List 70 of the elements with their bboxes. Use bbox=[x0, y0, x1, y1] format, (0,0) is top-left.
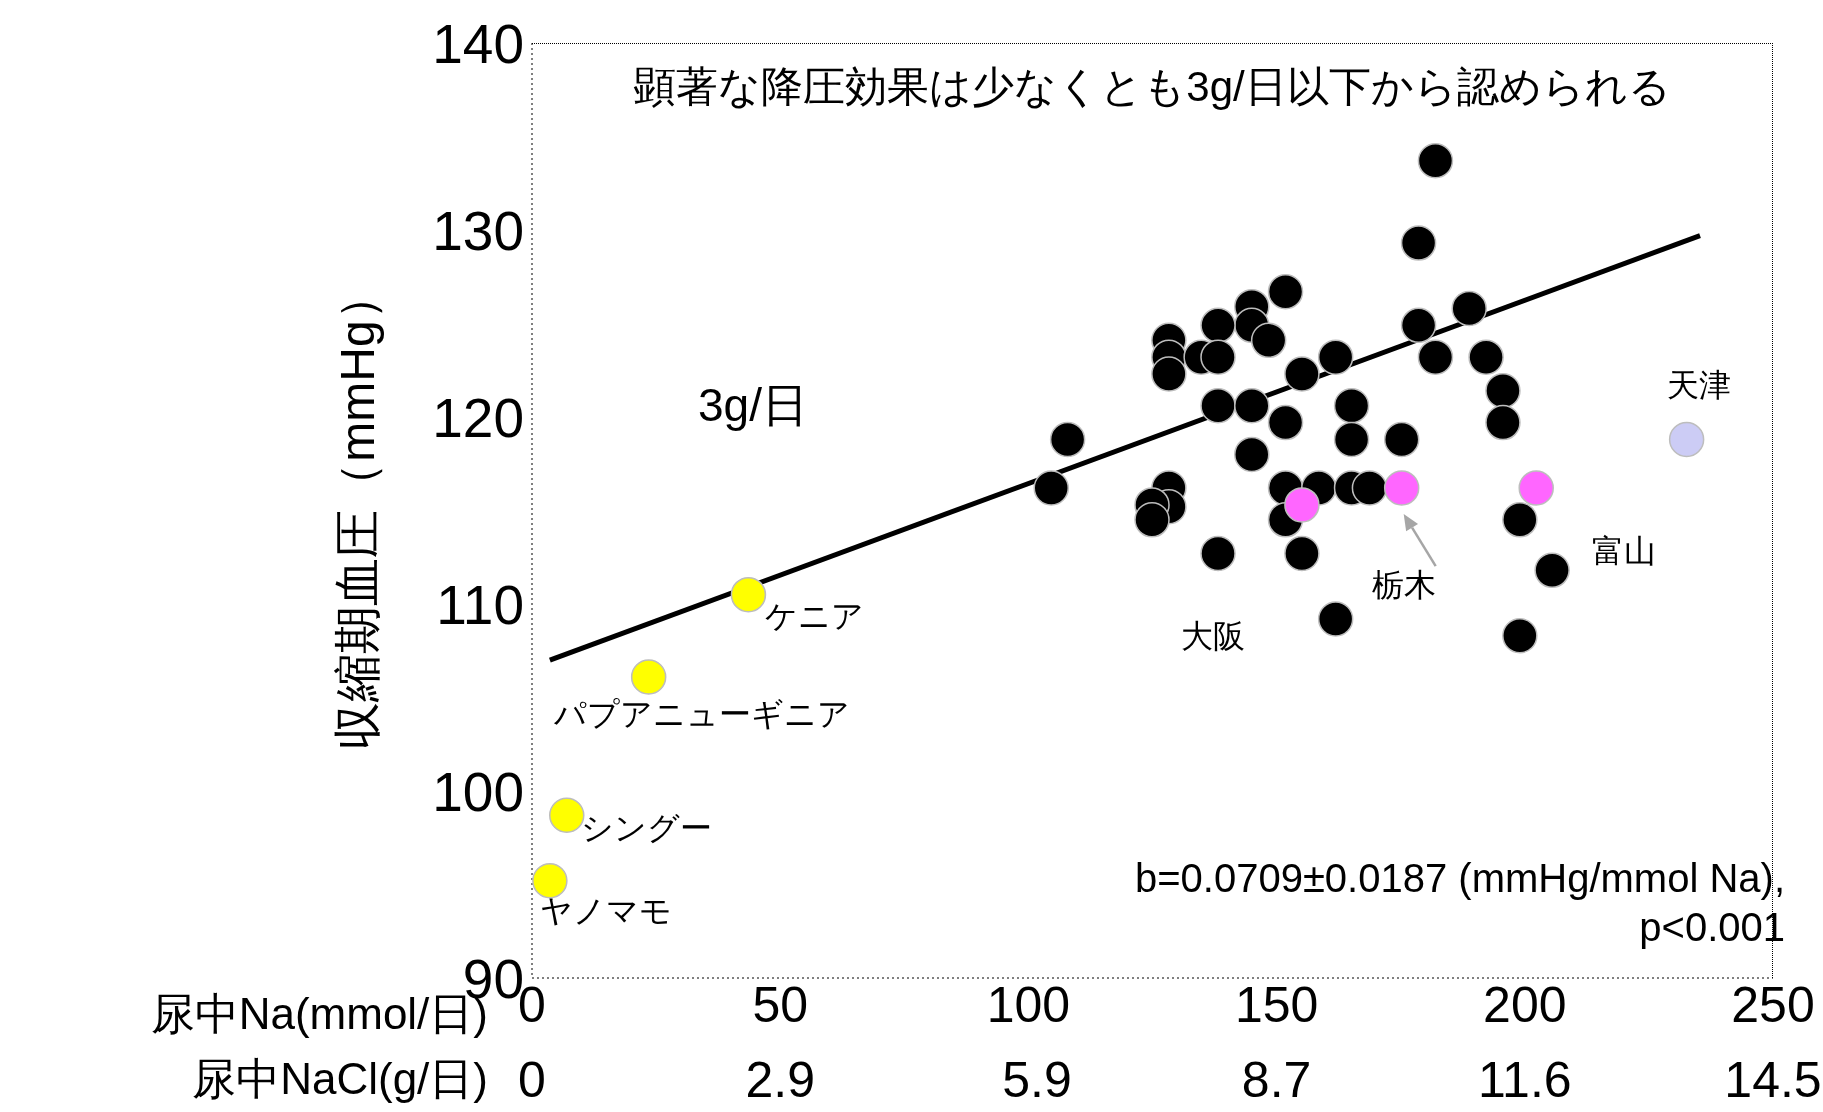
annotation: 3g/日 bbox=[698, 379, 808, 431]
point bbox=[1200, 339, 1236, 375]
y-tick-label: 140 bbox=[432, 12, 524, 75]
annotation: b=0.0709±0.0187 (mmHg/mmol Na), bbox=[1134, 856, 1785, 900]
point bbox=[1383, 470, 1420, 506]
point bbox=[1417, 339, 1454, 375]
point bbox=[549, 797, 585, 834]
point bbox=[1400, 307, 1437, 344]
annotation: ケニア bbox=[764, 597, 864, 634]
point bbox=[1234, 436, 1270, 473]
x2-tick-label: 14.5 bbox=[1724, 1052, 1822, 1108]
annotation: p<0.001 bbox=[1639, 905, 1785, 949]
point bbox=[1200, 307, 1236, 344]
point bbox=[1451, 290, 1487, 327]
x2-tick-label: 0 bbox=[518, 1052, 546, 1108]
y-tick-label: 130 bbox=[432, 199, 524, 262]
annotation: パプアニューギニア bbox=[553, 695, 850, 732]
point bbox=[1502, 502, 1538, 538]
point bbox=[1250, 322, 1287, 359]
annotation: シングー bbox=[581, 810, 713, 847]
point bbox=[1151, 356, 1187, 392]
point bbox=[1400, 225, 1437, 261]
point bbox=[1200, 535, 1236, 572]
point bbox=[1668, 421, 1705, 458]
x2-tick-label: 5.9 bbox=[1002, 1052, 1072, 1108]
point bbox=[1284, 356, 1320, 392]
point bbox=[630, 659, 667, 695]
annotation: 富山 bbox=[1592, 533, 1657, 570]
point bbox=[1351, 470, 1388, 506]
text: 顕著な降圧効果は少なくとも3g/日以下から認められる bbox=[634, 63, 1671, 110]
point bbox=[730, 576, 767, 613]
annotation: 大阪 bbox=[1181, 618, 1245, 654]
x-tick-label: 250 bbox=[1731, 976, 1815, 1033]
point bbox=[1383, 421, 1420, 458]
annotation: 栃木 bbox=[1371, 567, 1436, 604]
annotation: 天津 bbox=[1666, 367, 1731, 404]
point bbox=[1033, 470, 1069, 506]
point bbox=[1234, 388, 1270, 424]
point bbox=[1284, 535, 1320, 572]
point bbox=[1502, 618, 1538, 654]
point bbox=[1134, 502, 1170, 538]
point bbox=[1485, 373, 1521, 409]
x-tick-label: 100 bbox=[986, 976, 1071, 1033]
point bbox=[1468, 339, 1504, 375]
point bbox=[1267, 273, 1304, 310]
point bbox=[1534, 552, 1570, 589]
point bbox=[1317, 339, 1354, 375]
x2-tick-label: 2.9 bbox=[745, 1052, 815, 1108]
y-tick-label: 110 bbox=[436, 573, 524, 636]
point bbox=[1485, 404, 1521, 441]
point bbox=[1267, 404, 1304, 441]
point bbox=[532, 863, 568, 899]
point bbox=[1417, 143, 1454, 179]
point bbox=[1333, 421, 1370, 458]
x-tick-label: 200 bbox=[1483, 976, 1567, 1033]
point bbox=[1284, 487, 1320, 523]
x-tick-label: 50 bbox=[752, 976, 809, 1033]
annotation: ヤノマモ bbox=[539, 892, 672, 929]
x2-tick-label: 11.6 bbox=[1477, 1052, 1572, 1108]
point bbox=[1333, 388, 1370, 424]
y-tick-label: 120 bbox=[432, 386, 524, 449]
point bbox=[1317, 601, 1354, 637]
x2-tick-label: 8.7 bbox=[1241, 1052, 1312, 1108]
y-axis-title: 収縮期血圧（mmHg） bbox=[331, 271, 384, 750]
x-tick-label: 150 bbox=[1234, 976, 1319, 1033]
point bbox=[1049, 421, 1086, 458]
point bbox=[1518, 470, 1554, 506]
y-tick-label: 100 bbox=[432, 760, 524, 823]
x2-axis-title: 尿中NaCl(g/日) bbox=[192, 1054, 488, 1103]
point bbox=[1200, 388, 1236, 424]
